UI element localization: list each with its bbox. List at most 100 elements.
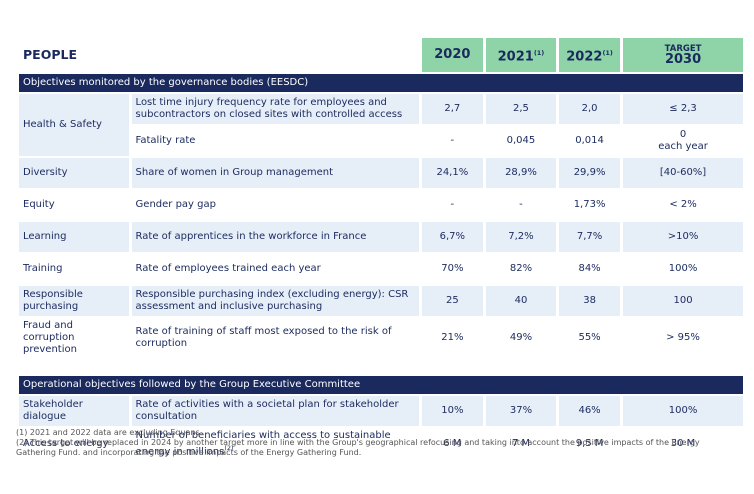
column-header: TARGET 2030: [623, 38, 743, 72]
value: 28,9%: [485, 158, 557, 188]
description-text: Responsible purchasing index (excluding …: [135, 289, 409, 312]
spacer-cell: [19, 360, 743, 374]
value: 0,014: [575, 135, 604, 146]
target: 0 each year: [623, 126, 743, 156]
value: 46%: [559, 396, 621, 426]
description: Rate of training of staff most exposed t…: [132, 318, 419, 358]
target: 30 M: [670, 438, 696, 450]
description-note: (2): [224, 444, 234, 452]
value: 1,73%: [573, 199, 606, 210]
description-text: Fatality rate: [135, 135, 196, 146]
description: Rate of apprentices in the workforce in …: [131, 222, 419, 252]
value: 21%: [441, 332, 464, 343]
description: Fatality rate: [132, 126, 419, 156]
value: 25: [421, 286, 483, 316]
target: ≤ 2,3: [623, 94, 743, 124]
data-row: Health & Safety Lost time injury frequenc…: [19, 94, 743, 156]
row-label: Access to energy: [23, 438, 109, 450]
description-text: Rate of activities with a societal plan …: [135, 399, 399, 422]
row-label: Training: [23, 263, 63, 274]
spacer: [19, 360, 743, 374]
column-header: 2022(1): [559, 38, 621, 72]
value: 82%: [509, 263, 533, 274]
description: Lost time injury frequency rate for empl…: [131, 94, 419, 124]
description: Rate of employees trained each year: [132, 254, 419, 284]
value: -: [450, 135, 455, 146]
description-text: Rate of employees trained each year: [135, 263, 321, 274]
description-text: Gender pay gap: [135, 199, 216, 210]
column-header: 2020: [421, 38, 483, 72]
value: 55%: [578, 332, 601, 343]
value: 9,5 M: [575, 438, 604, 450]
section-row: Operational objectives followed by the G…: [19, 376, 743, 394]
data-row: Fatality rate - 0,045 0,014 0 each year: [19, 126, 743, 156]
value: 37%: [485, 396, 557, 426]
value: 70%: [441, 263, 464, 274]
target: < 2%: [669, 199, 697, 210]
value: 6,7%: [421, 222, 483, 252]
target: [40-60%]: [623, 158, 743, 188]
value: 84%: [578, 263, 601, 274]
target: 100: [623, 286, 743, 316]
table-body: PEOPLE 2020 2021(1) 2022(1) TARGET 2030 Object…: [19, 38, 743, 460]
value: 38: [559, 286, 621, 316]
data-row: Stakeholder dialogue Rate of activities w…: [19, 396, 743, 426]
description: Number of beneficiaries with access to s…: [132, 428, 419, 460]
data-row: Fraud and corruption prevention Rate of t…: [19, 318, 743, 358]
description: Responsible purchasing index (excluding …: [131, 286, 419, 316]
data-row: Training Rate of employees trained each y…: [19, 254, 743, 284]
column-header: 2021(1): [485, 38, 557, 72]
description-text: Share of women in Group management: [135, 167, 334, 178]
row-label: Stakeholder dialogue: [19, 396, 129, 426]
value: 10%: [421, 396, 483, 426]
table-title: PEOPLE: [23, 47, 77, 62]
target: 100%: [623, 396, 743, 426]
footnote: (1) 2021 and 2022 data are excluding Equ…: [16, 428, 203, 437]
column-year: 2022: [566, 49, 603, 65]
footnotes: (1) 2021 and 2022 data are excluding Equ…: [16, 428, 726, 458]
value: 2,5: [485, 94, 557, 124]
description-text: Rate of training of staff most exposed t…: [135, 326, 392, 349]
row-label: Health & Safety: [19, 94, 129, 156]
description-text: Number of beneficiaries with access to s…: [135, 430, 391, 458]
value: 24,1%: [421, 158, 483, 188]
value: 40: [485, 286, 557, 316]
value: 2,7: [421, 94, 483, 124]
value: 49%: [509, 332, 533, 343]
description-text: Rate of apprentices in the workforce in …: [135, 231, 367, 242]
description: Rate of activities with a societal plan …: [131, 396, 419, 426]
data-row: Responsible purchasing Responsible purcha…: [19, 286, 743, 316]
target: >10%: [623, 222, 743, 252]
value: 0,045: [506, 135, 536, 146]
target: 100%: [668, 263, 698, 274]
column-year: 2020: [434, 47, 471, 62]
target-line: 0: [679, 129, 687, 140]
description: Share of women in Group management: [131, 158, 419, 188]
row-label: Diversity: [19, 158, 129, 188]
description-text: Lost time injury frequency rate for empl…: [135, 97, 403, 120]
column-note: (1): [533, 48, 545, 57]
footnote: (2) This target will be replaced in 2024…: [16, 438, 700, 457]
header-row: PEOPLE 2020 2021(1) 2022(1) TARGET 2030: [19, 38, 743, 72]
data-row: Learning Rate of apprentices in the workf…: [19, 222, 743, 252]
row-label: Responsible purchasing: [19, 286, 129, 316]
column-note: (1): [602, 48, 613, 57]
data-row: Diversity Share of women in Group managem…: [19, 158, 743, 188]
column-year: 2030: [664, 52, 702, 67]
target: > 95%: [666, 332, 700, 343]
value: 2,0: [559, 94, 621, 124]
row-label: Fraud and corruption prevention: [23, 320, 77, 355]
section-title: Operational objectives followed by the G…: [19, 376, 743, 394]
column-year: 2021: [497, 49, 534, 65]
section-row: Objectives monitored by the governance b…: [19, 74, 743, 92]
value: 7 M: [511, 438, 531, 450]
value: 7,2%: [485, 222, 557, 252]
value: -: [519, 199, 523, 210]
row-label: Equity: [23, 199, 55, 210]
value: 6 M: [443, 438, 462, 450]
value: -: [450, 199, 455, 210]
data-row: Access to energy Number of beneficiaries …: [19, 428, 743, 460]
description: Gender pay gap: [132, 190, 419, 220]
people-table: PEOPLE 2020 2021(1) 2022(1) TARGET 2030 Object…: [16, 36, 746, 462]
